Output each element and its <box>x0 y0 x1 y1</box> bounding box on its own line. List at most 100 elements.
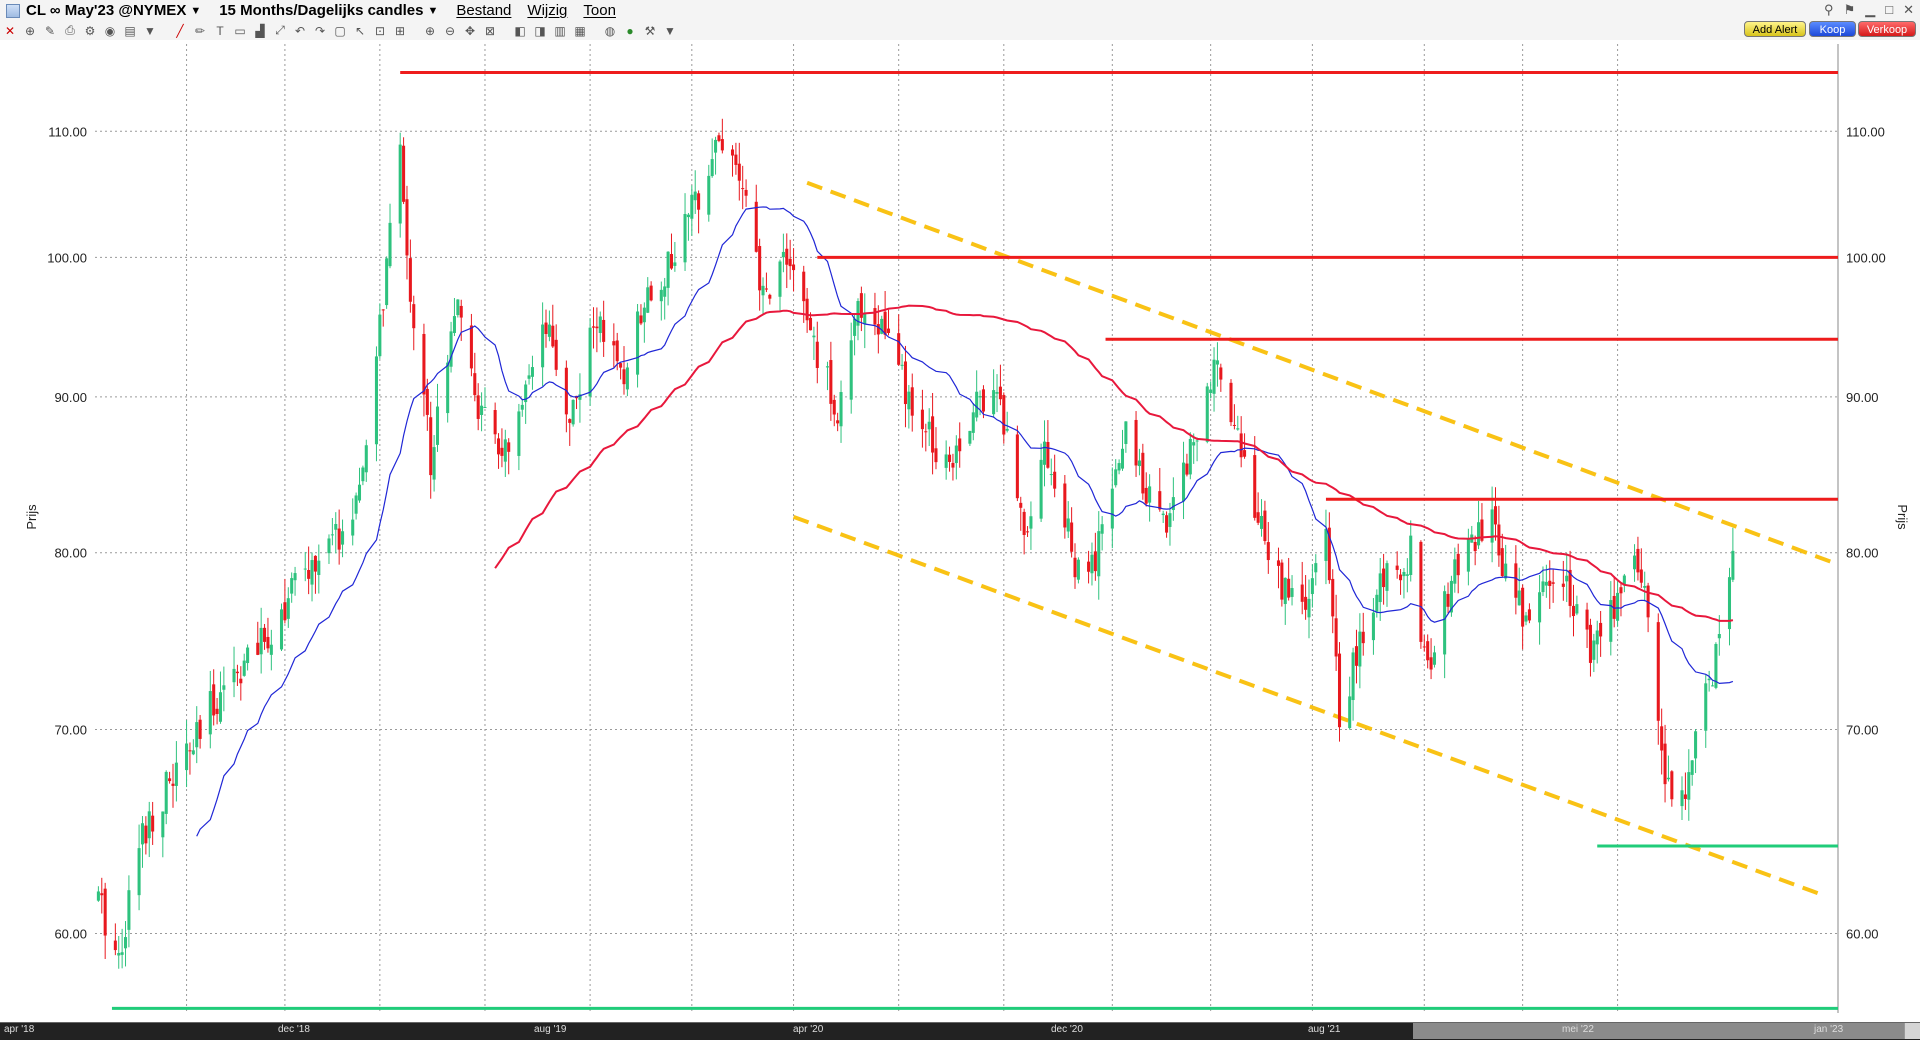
dropdown-icon[interactable]: ▼ <box>144 23 156 38</box>
candle-body <box>303 568 307 570</box>
period-dropdown-icon[interactable]: ▼ <box>427 4 439 17</box>
candle-body <box>1711 685 1715 687</box>
candle-body <box>1110 488 1114 529</box>
pan-icon[interactable]: ✥ <box>464 23 476 38</box>
crosshair-icon[interactable]: ⊕ <box>24 23 36 38</box>
overview-scroll-handle[interactable] <box>1904 1023 1920 1039</box>
candle-body <box>646 287 650 313</box>
fit-icon[interactable]: ⊠ <box>484 23 496 38</box>
menu-toon[interactable]: Toon <box>583 2 616 19</box>
candle-body <box>239 678 243 684</box>
measure-icon[interactable]: ⊞ <box>394 23 406 38</box>
candle-body <box>1229 382 1233 423</box>
candle-body <box>530 367 534 377</box>
undo-icon[interactable]: ↶ <box>294 23 306 38</box>
candle-body <box>422 333 426 395</box>
tools-icon[interactable]: ⚒ <box>644 23 656 38</box>
candle-body <box>232 668 236 683</box>
candle-body <box>1646 585 1650 618</box>
candle-body <box>1015 434 1019 499</box>
candle-body <box>381 309 385 311</box>
data-icon[interactable]: ▤ <box>124 23 136 38</box>
magnet-icon[interactable]: ⊡ <box>374 23 386 38</box>
scroll-right-icon[interactable]: ◨ <box>534 23 546 38</box>
pencil-icon[interactable]: ✏ <box>194 23 206 38</box>
overview-window[interactable] <box>1413 1023 1907 1039</box>
redo-icon[interactable]: ↷ <box>314 23 326 38</box>
globe-icon[interactable]: ◍ <box>604 23 616 38</box>
candle-body <box>1212 359 1216 394</box>
candle-body <box>1371 612 1375 641</box>
candle-body <box>279 609 284 650</box>
zoom-in-icon[interactable]: ⊕ <box>424 23 436 38</box>
overview-label: dec '20 <box>1051 1024 1083 1035</box>
candle-body <box>1551 582 1555 584</box>
settings-icon[interactable]: ⚙ <box>84 23 96 38</box>
candle-body <box>1063 483 1067 528</box>
menu-wijzig[interactable]: Wijzig <box>527 2 568 19</box>
candle-body <box>551 325 555 347</box>
record-icon[interactable]: ◉ <box>104 23 116 38</box>
candle-body <box>123 937 128 949</box>
symbol-title[interactable]: CL ∞ May'23 @NYMEX <box>26 2 187 19</box>
compress-icon[interactable]: ▥ <box>554 23 566 38</box>
candle-body <box>402 145 406 202</box>
candle-body <box>690 194 694 219</box>
candle-body <box>1334 618 1338 657</box>
candle-body <box>897 333 901 365</box>
maximize-icon[interactable]: □ <box>1885 2 1894 17</box>
close-icon[interactable]: ✕ <box>1903 2 1914 17</box>
cursor-icon[interactable]: ↖ <box>354 23 366 38</box>
candle-body <box>1694 731 1698 759</box>
color-icon[interactable]: ● <box>626 23 634 38</box>
close-chart-icon[interactable]: ✕ <box>4 23 16 38</box>
candle-body <box>825 366 829 368</box>
candle-body <box>1243 450 1247 457</box>
minimize-icon[interactable]: ▁ <box>1865 2 1876 17</box>
overview-scrollbar[interactable]: apr '18 dec '18 aug '19 apr '20 dec '20 … <box>0 1022 1920 1040</box>
candle-body <box>1524 615 1528 622</box>
buy-button[interactable]: Koop <box>1809 21 1856 37</box>
eraser-icon[interactable]: ▭ <box>234 23 246 38</box>
draw-icon[interactable]: ✎ <box>44 23 56 38</box>
candle-body <box>1276 560 1281 566</box>
candle-body <box>310 560 314 585</box>
scroll-left-icon[interactable]: ◧ <box>514 23 526 38</box>
zoom-fit-icon[interactable]: ⤢ <box>275 23 285 37</box>
candle-body <box>1354 646 1358 666</box>
zoom-out-icon[interactable]: ⊖ <box>444 23 456 38</box>
pin-icon[interactable]: ⚑ <box>1843 2 1856 17</box>
print-icon[interactable]: ⎙ <box>65 23 75 37</box>
delete-icon[interactable]: ▢ <box>334 23 346 38</box>
more-icon[interactable]: ▼ <box>664 23 676 38</box>
expand-icon[interactable]: ▦ <box>574 23 586 38</box>
candle-body <box>951 462 955 468</box>
price-chart[interactable]: 60.00 70.00 80.00 90.00 100.00 110.00 60.00 70… <box>0 40 1920 1022</box>
candle-body <box>1195 440 1199 442</box>
chart-window-icon[interactable] <box>6 3 20 18</box>
period-title[interactable]: 15 Months/Dagelijks candles <box>219 2 424 19</box>
candle-body <box>1612 595 1616 619</box>
y-axis-right: 60.00 70.00 80.00 90.00 100.00 110.00 <box>1846 124 1886 941</box>
text-tool-icon[interactable]: T <box>216 23 224 38</box>
candle-body <box>720 139 724 151</box>
candle-body <box>1266 542 1270 561</box>
candle-body <box>1639 569 1643 583</box>
chart-type-icon[interactable]: ▟ <box>255 23 265 38</box>
candle-body <box>1073 557 1077 578</box>
symbol-dropdown-icon[interactable]: ▼ <box>190 4 202 17</box>
candle-body <box>1595 630 1599 645</box>
sell-button[interactable]: Verkoop <box>1858 21 1916 37</box>
candle-body <box>649 285 653 301</box>
menu-bestand[interactable]: Bestand <box>456 2 512 19</box>
candle-body <box>1287 578 1291 598</box>
line-tool-icon[interactable]: ╱ <box>176 23 184 38</box>
candle-body <box>1727 577 1732 630</box>
candle-body <box>1568 569 1572 606</box>
candle-body <box>849 340 853 400</box>
candle-body <box>907 391 911 410</box>
link-icon[interactable]: ⚲ <box>1824 2 1834 17</box>
add-alert-button[interactable]: Add Alert <box>1744 21 1806 37</box>
candle-body <box>361 467 365 482</box>
candle-body <box>788 258 792 267</box>
